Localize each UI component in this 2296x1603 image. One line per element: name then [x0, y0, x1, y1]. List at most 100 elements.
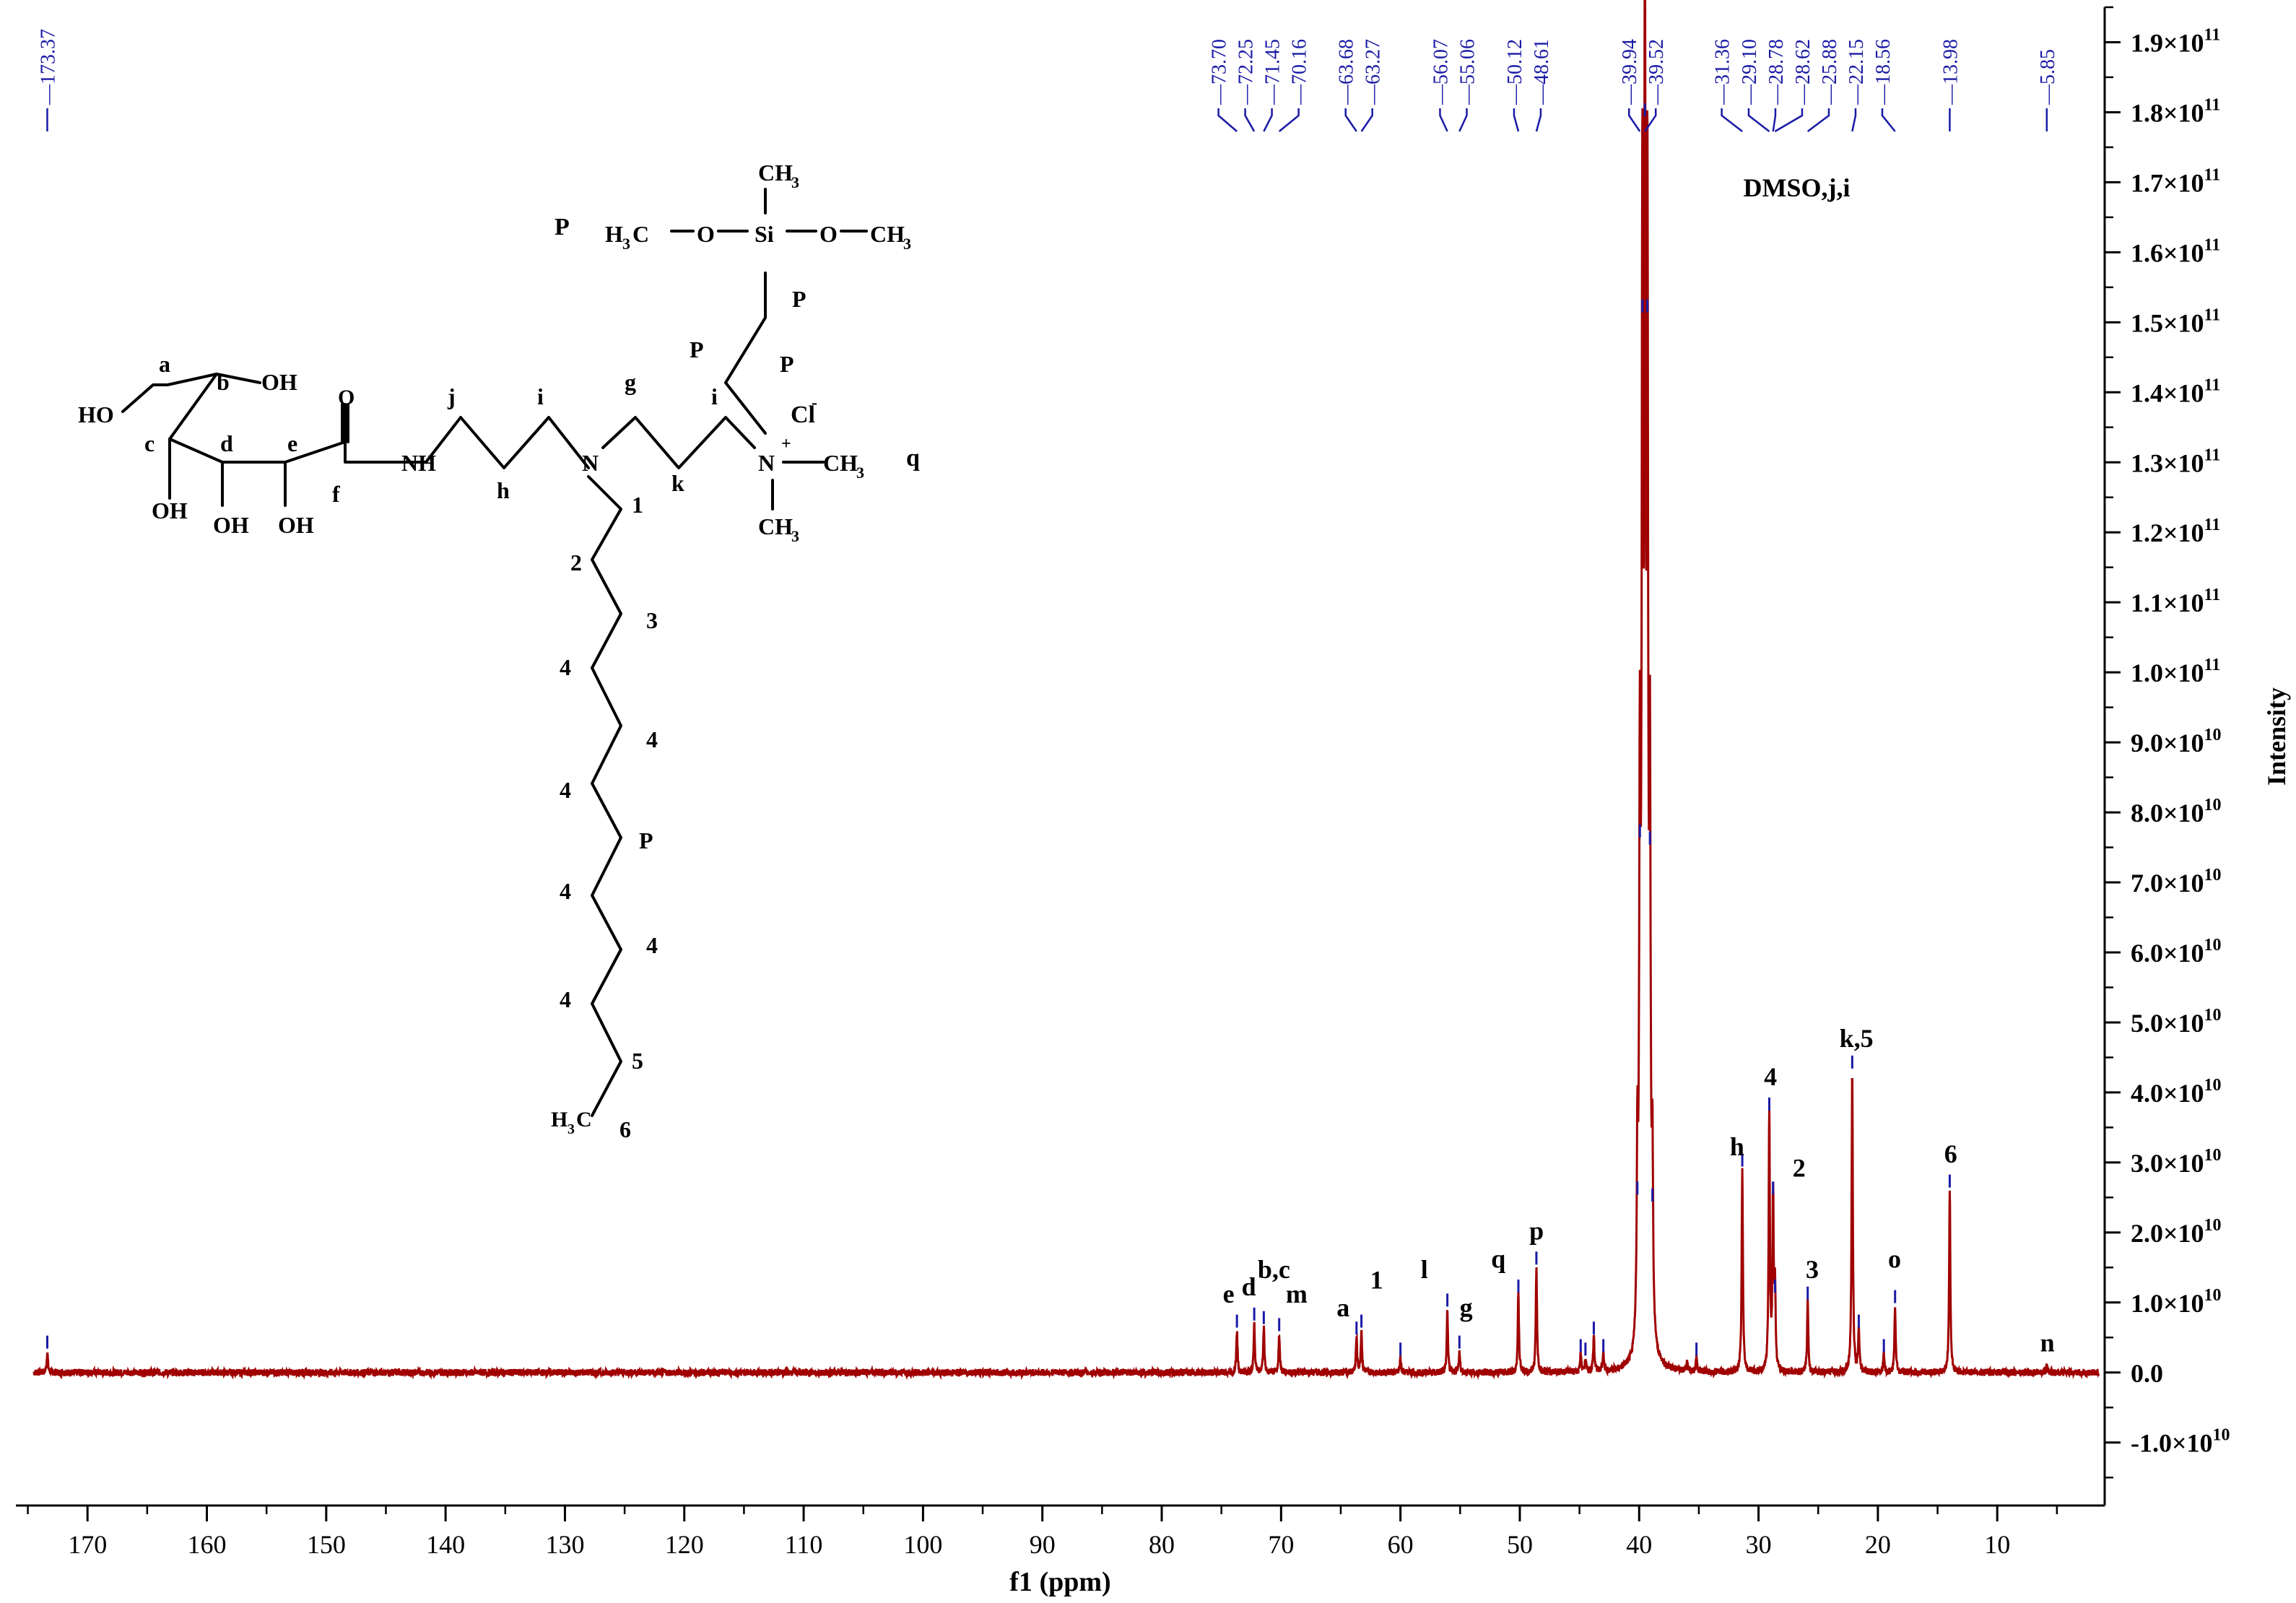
peak-leader-line [1244, 108, 1256, 132]
x-tick-label: 150 [307, 1530, 346, 1559]
structure-label: OH [278, 512, 314, 538]
y-tick-label: 2.0×1010 [2131, 1216, 2222, 1248]
peak-assignment-label: 4 [1764, 1062, 1777, 1091]
structure-bond [601, 416, 756, 469]
y-tick-label: 0.0 [2131, 1359, 2163, 1388]
y-tick-label: 6.0×1010 [2131, 936, 2222, 968]
x-axis-label: f1 (ppm) [1009, 1567, 1110, 1597]
y-tick-label: 7.0×1010 [2131, 866, 2222, 898]
structure-label: k [671, 470, 684, 496]
structure-label: HO [78, 401, 114, 427]
peak-ppm-label: —56.07 [1430, 39, 1452, 105]
y-tick-label: 1.3×1011 [2131, 446, 2220, 477]
structure-label: C [632, 221, 649, 247]
structure-label: P [792, 286, 806, 312]
y-tick-label: 8.0×1010 [2131, 796, 2222, 827]
peak-leader-line [1513, 108, 1520, 132]
structure-bond [587, 475, 622, 1117]
x-tick-label: 30 [1746, 1530, 1772, 1559]
y-axis-label: Intensity [2262, 687, 2291, 786]
x-tick-label: 80 [1149, 1530, 1175, 1559]
peak-assignment-label: b,c [1258, 1255, 1290, 1284]
structure-label: e [287, 430, 297, 456]
chemical-structure [121, 188, 868, 1117]
structure-label: i [711, 383, 718, 409]
y-tick-label: 5.0×1010 [2131, 1006, 2222, 1038]
x-tick-label: 60 [1388, 1530, 1414, 1559]
x-tick-label: 110 [785, 1530, 823, 1559]
structure-label: b [217, 369, 230, 395]
peak-ppm-label: —29.10 [1739, 39, 1761, 105]
peak-leader-line [1721, 108, 1743, 132]
y-tick-label: 1.0×1011 [2131, 656, 2220, 687]
y-tick-label: 9.0×1010 [2131, 726, 2222, 757]
peak-assignment-label: e [1223, 1280, 1235, 1308]
structure-bond [724, 271, 767, 435]
structure-label: CH [823, 450, 858, 476]
structure-label: 4 [560, 986, 571, 1012]
peak-ppm-label: —28.78 [1765, 39, 1788, 105]
x-tick-label: 90 [1030, 1530, 1056, 1559]
structure-label: OH [213, 512, 249, 538]
y-tick-label: 1.9×1011 [2131, 25, 2220, 57]
peak-ppm-label: —173.37 [37, 29, 59, 105]
structure-label: 3 [856, 464, 864, 482]
structure-label: 4 [560, 777, 571, 803]
peak-leader-line [1772, 108, 1777, 132]
peak-ppm-label: —39.94 [1619, 39, 1641, 105]
y-tick-label: -1.0×1010 [2131, 1426, 2230, 1458]
peak-assignment-label: 1 [1370, 1265, 1383, 1294]
structure-label: P [555, 214, 570, 240]
structure-label: CH [758, 160, 793, 186]
structure-label: g [625, 369, 636, 395]
structure-label: 3 [622, 235, 630, 253]
x-tick-label: 50 [1507, 1530, 1533, 1559]
structure-label: 2 [570, 549, 582, 575]
peak-ppm-label: —73.70 [1209, 39, 1231, 105]
peak-ppm-label: —28.62 [1792, 39, 1814, 105]
structure-label: q [906, 445, 920, 472]
peak-leader-line [1881, 108, 1896, 132]
peak-ppm-label: —63.27 [1362, 39, 1385, 105]
structure-label: N [758, 450, 775, 476]
structure-label: CH [870, 221, 905, 247]
y-tick-label: 1.6×1011 [2131, 235, 2220, 267]
peak-leader-line [1535, 108, 1542, 132]
y-tick-label: 1.4×1011 [2131, 375, 2220, 407]
peak-leader-line [1439, 108, 1448, 132]
structure-label: h [497, 477, 510, 503]
x-tick-label: 10 [1984, 1530, 2010, 1559]
peak-ppm-label: —70.16 [1289, 39, 1311, 105]
structure-label: j [447, 383, 456, 409]
structure-bond [121, 373, 590, 469]
peak-leader-line [1627, 108, 1641, 132]
structure-label: i [537, 383, 544, 409]
peak-assignment-label: DMSO,j,i [1743, 173, 1850, 202]
structure-label: CH [758, 513, 793, 539]
peak-ppm-label: —72.25 [1235, 39, 1258, 105]
x-tick-label: 130 [545, 1530, 584, 1559]
x-tick-label: 140 [426, 1530, 465, 1559]
structure-label: + [781, 435, 791, 453]
peak-ppm-label: —48.61 [1531, 39, 1553, 105]
peak-ppm-label: —22.15 [1845, 39, 1868, 105]
structure-label: 3 [791, 173, 799, 191]
peak-ppm-label: —31.36 [1712, 39, 1734, 105]
peak-leader-line [1278, 108, 1300, 132]
peak-ppm-label: —63.68 [1336, 39, 1358, 105]
peak-ppm-label: —50.12 [1504, 39, 1526, 105]
peak-ppm-label: —5.85 [2037, 49, 2059, 105]
peak-leader-line [1263, 108, 1273, 132]
peak-assignment-label: q [1491, 1244, 1505, 1273]
structure-label: 3 [903, 235, 911, 253]
peak-leader-line [1344, 108, 1357, 132]
y-tick-label: 1.0×1010 [2131, 1286, 2222, 1318]
peak-assignment-label: l [1421, 1255, 1428, 1284]
structure-label: N [582, 450, 599, 476]
peak-assignment-label: m [1286, 1280, 1308, 1308]
structure-label: 6 [619, 1116, 631, 1142]
peak-assignment-label: k,5 [1840, 1024, 1874, 1053]
y-tick-label: 1.2×1011 [2131, 516, 2220, 547]
structure-label: 4 [560, 654, 571, 680]
